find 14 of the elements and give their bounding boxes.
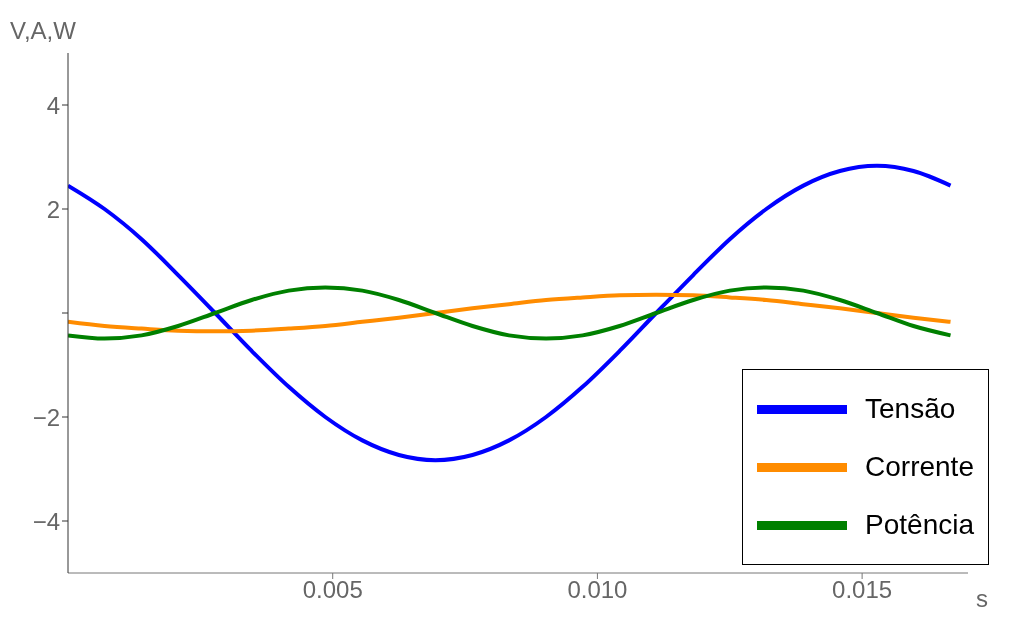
y-tick-label: 2 <box>46 195 60 223</box>
legend-label: Corrente <box>865 451 974 483</box>
x-tick-label: 0.005 <box>302 576 363 604</box>
legend-label: Tensão <box>865 393 956 425</box>
y-tick-label: −2 <box>32 403 60 431</box>
legend-label: Potência <box>865 509 974 541</box>
y-axis-title: V,A,W <box>10 17 77 44</box>
x-axis-title: s <box>976 584 988 612</box>
y-tick-label: 4 <box>46 91 60 119</box>
line-series <box>68 285 953 341</box>
line-series <box>68 292 953 334</box>
y-tick-label: −4 <box>32 507 60 535</box>
x-tick-label: 0.010 <box>567 576 628 604</box>
x-tick-label: 0.015 <box>832 576 893 604</box>
